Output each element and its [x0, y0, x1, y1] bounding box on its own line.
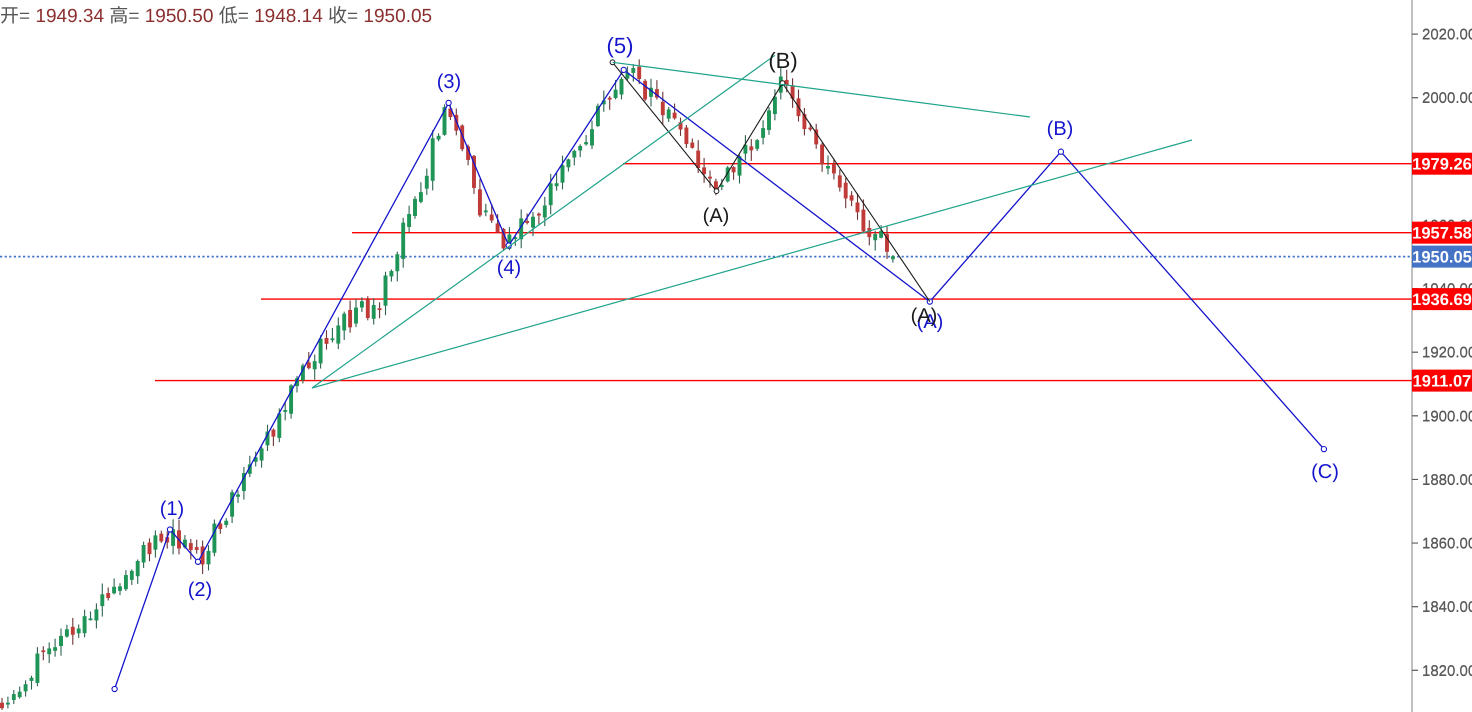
svg-text:1950.05: 1950.05	[1412, 249, 1472, 267]
svg-text:1840.00: 1840.00	[1422, 599, 1472, 616]
svg-text:(C): (C)	[1311, 461, 1339, 483]
svg-text:(A): (A)	[703, 205, 730, 227]
svg-text:(1): (1)	[160, 498, 184, 520]
svg-text:开= 1949.34 高= 1950.50 低=: 开= 1949.34 高= 1950.50 低= 1948.14 收= 1950…	[0, 5, 432, 27]
svg-text:(3): (3)	[437, 71, 461, 93]
svg-text:(2): (2)	[188, 579, 212, 601]
svg-text:(5): (5)	[607, 33, 634, 58]
svg-text:(A): (A)	[911, 305, 938, 327]
svg-text:1880.00: 1880.00	[1422, 471, 1472, 488]
svg-text:1911.07: 1911.07	[1413, 373, 1472, 391]
svg-text:1979.26: 1979.26	[1412, 156, 1472, 174]
svg-text:(B): (B)	[1047, 118, 1074, 140]
svg-text:1936.69: 1936.69	[1412, 291, 1472, 309]
svg-text:2000.00: 2000.00	[1422, 90, 1472, 107]
svg-text:1860.00: 1860.00	[1422, 535, 1472, 552]
svg-text:1900.00: 1900.00	[1422, 408, 1472, 425]
svg-text:(B): (B)	[768, 48, 797, 73]
svg-text:1920.00: 1920.00	[1422, 344, 1472, 361]
svg-text:1820.00: 1820.00	[1422, 662, 1472, 679]
svg-text:1957.58: 1957.58	[1412, 225, 1472, 243]
svg-text:2020.00: 2020.00	[1422, 26, 1472, 43]
svg-text:(4): (4)	[497, 257, 521, 279]
